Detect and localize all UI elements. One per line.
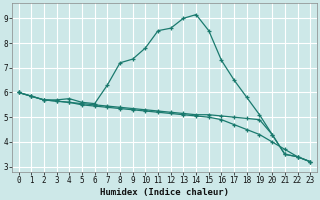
X-axis label: Humidex (Indice chaleur): Humidex (Indice chaleur) <box>100 188 229 197</box>
